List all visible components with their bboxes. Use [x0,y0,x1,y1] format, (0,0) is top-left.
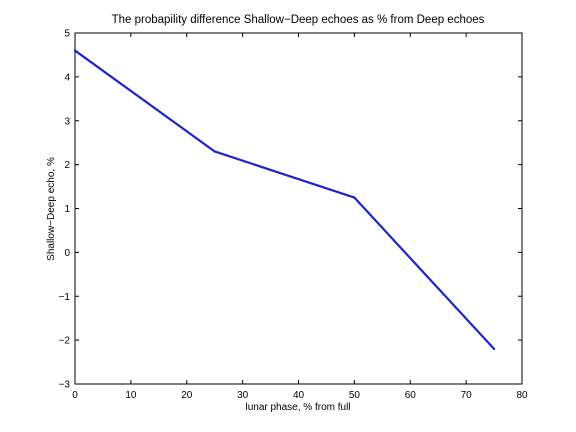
y-tick-label: 4 [64,72,70,83]
y-tick-label: −2 [59,336,71,347]
y-tick-label: 5 [64,29,70,40]
y-tick-label: 3 [64,116,70,127]
y-tick-label: −1 [59,292,71,303]
data-point [73,49,77,52]
x-axis-label: lunar phase, % from full [245,402,350,413]
series-line-segment [73,49,216,153]
x-tick-label: 50 [349,390,361,401]
x-tick-label: 20 [181,390,193,401]
x-tick-label: 30 [237,390,249,401]
y-tick-label: 1 [64,204,70,215]
data-point [213,150,216,153]
chart-title: The probapility difference Shallow−Deep … [112,14,485,26]
series-line-segment [213,150,356,199]
x-tick-label: 80 [516,390,528,401]
y-tick-label: 0 [64,248,70,259]
x-tick-label: 70 [461,390,473,401]
y-axis-ticks: −3 −2 −1 0 1 2 3 4 5 [59,29,522,391]
x-axis-ticks: 0 10 20 30 40 50 60 70 80 [72,33,528,401]
data-point [492,347,496,350]
data-point [353,196,356,199]
y-tick-label: −3 [59,380,71,391]
y-tick-label: 2 [64,160,70,171]
x-tick-label: 60 [405,390,417,401]
series-line-segment [353,196,496,350]
x-tick-label: 10 [125,390,137,401]
x-tick-label: 40 [293,390,305,401]
series-layer [73,49,496,350]
y-axis-label: Shallow−Deep echo, % [46,157,57,261]
plot-area [74,32,523,385]
x-tick-label: 0 [72,390,78,401]
